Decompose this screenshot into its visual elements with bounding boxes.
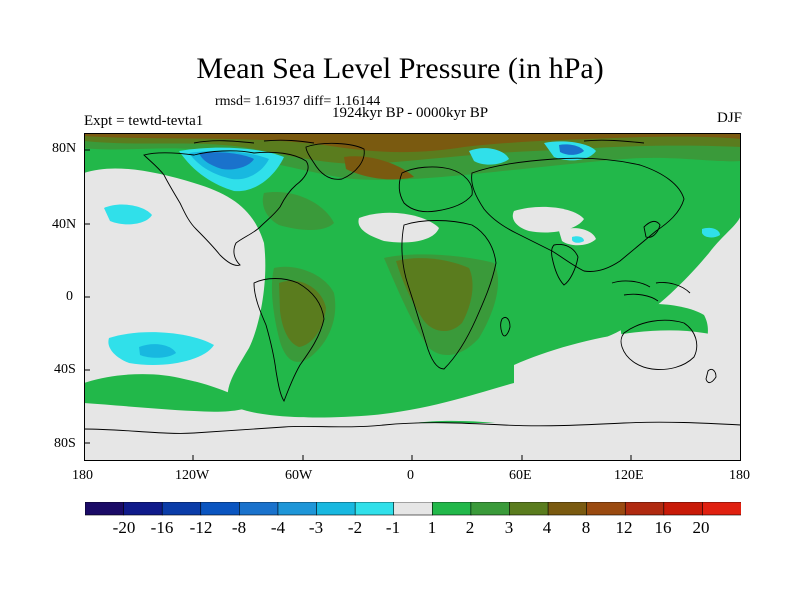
neg-anomaly-siberia-west <box>469 148 509 165</box>
lon-label-0: 0 <box>407 468 414 483</box>
time-period-label: 1924kyr BP - 0000kyr BP <box>331 105 489 121</box>
coast-se-asia-islands <box>611 280 691 302</box>
coast-antarctica <box>84 421 741 434</box>
colorbar-swatch-1 <box>85 502 125 516</box>
colorbar-swatch-12 <box>509 502 549 516</box>
colorbar-label-16: 20 <box>692 518 710 537</box>
colorbar-swatch-9 <box>393 502 433 516</box>
season-label: DJF <box>716 110 742 126</box>
coast-australia <box>620 319 698 370</box>
neg-anomaly-pacific-north <box>104 204 152 225</box>
lat-label-40s: 40S <box>54 362 76 377</box>
lat-label-80s: 80S <box>54 436 76 451</box>
neg-anomaly-pacific-nw <box>702 227 720 238</box>
colorbar-swatch-16 <box>663 502 704 516</box>
neutral-regions <box>84 206 741 461</box>
coast-north-america <box>143 150 309 266</box>
neg-anomaly-tibet <box>572 236 584 243</box>
lon-label-180w: 180 <box>72 468 93 483</box>
colorbar-label-11: 3 <box>504 518 514 537</box>
colorbar-label-8: -1 <box>385 518 401 537</box>
coast-india <box>551 244 579 286</box>
colorbar-swatch-17 <box>702 502 741 516</box>
map-title: Mean Sea Level Pressure (in hPa) <box>196 52 604 85</box>
lon-label-120e: 120E <box>614 468 644 483</box>
lat-label-0: 0 <box>66 289 73 304</box>
negative-anomaly-regions <box>104 141 720 365</box>
lat-label-80n: 80N <box>52 141 77 156</box>
colorbar-label-14: 12 <box>615 518 633 537</box>
colorbar-swatch-14 <box>586 502 626 516</box>
colorbar-swatch-13 <box>547 502 588 516</box>
rmsd-diff-stats: rmsd= 1.61937 diff= 1.16144 <box>215 94 381 109</box>
colorbar-label-10: 2 <box>465 518 475 537</box>
colorbar-label-9: 1 <box>427 518 437 537</box>
axis-ticks <box>84 149 632 461</box>
coast-greenland <box>305 142 365 180</box>
experiment-label: Expt = tewtd-tevta1 <box>84 113 204 129</box>
lon-label-60w: 60W <box>285 468 313 483</box>
lon-label-180e: 180 <box>729 468 750 483</box>
coast-asia <box>471 157 685 272</box>
colorbar-label-12: 4 <box>542 518 552 537</box>
colorbar-swatch-15 <box>624 502 665 516</box>
pressure-map <box>84 133 741 461</box>
coast-new-zealand <box>705 368 717 384</box>
neg-anomaly-pacific-south-core <box>139 344 176 358</box>
lon-label-120w: 120W <box>175 468 210 483</box>
colorbar-swatch-2 <box>123 502 163 516</box>
coast-arctic-islands <box>193 139 645 144</box>
colorbar-swatch-3 <box>161 502 202 516</box>
colorbar-label-2: -16 <box>150 518 174 537</box>
colorbar-swatch-8 <box>354 502 395 516</box>
colorbar-label-1: -20 <box>112 518 136 537</box>
coast-europe <box>398 166 473 213</box>
colorbar-swatch-10 <box>431 502 472 516</box>
colorbar-swatch-7 <box>316 502 356 516</box>
colorbar <box>85 502 741 516</box>
coast-japan <box>643 220 661 238</box>
coastlines <box>84 139 741 434</box>
colorbar-label-6: -3 <box>308 518 324 537</box>
colorbar-label-4: -8 <box>231 518 247 537</box>
colorbar-label-15: 16 <box>654 518 672 537</box>
colorbar-label-5: -4 <box>270 518 286 537</box>
colorbar-swatch-6 <box>277 502 318 516</box>
lon-label-60e: 60E <box>509 468 532 483</box>
coast-africa <box>401 220 497 370</box>
colorbar-label-13: 8 <box>581 518 591 537</box>
neg-anomaly-canada-core <box>199 152 254 170</box>
colorbar-label-7: -2 <box>347 518 363 537</box>
lat-label-40n: 40N <box>52 217 77 232</box>
colorbar-swatch-5 <box>239 502 279 516</box>
colorbar-swatch-11 <box>470 502 511 516</box>
coast-madagascar <box>500 316 511 337</box>
coast-south-america <box>253 278 325 402</box>
colorbar-label-3: -12 <box>189 518 213 537</box>
neg-anomaly-siberia-east-core <box>559 144 584 155</box>
colorbar-swatch-4 <box>200 502 240 516</box>
